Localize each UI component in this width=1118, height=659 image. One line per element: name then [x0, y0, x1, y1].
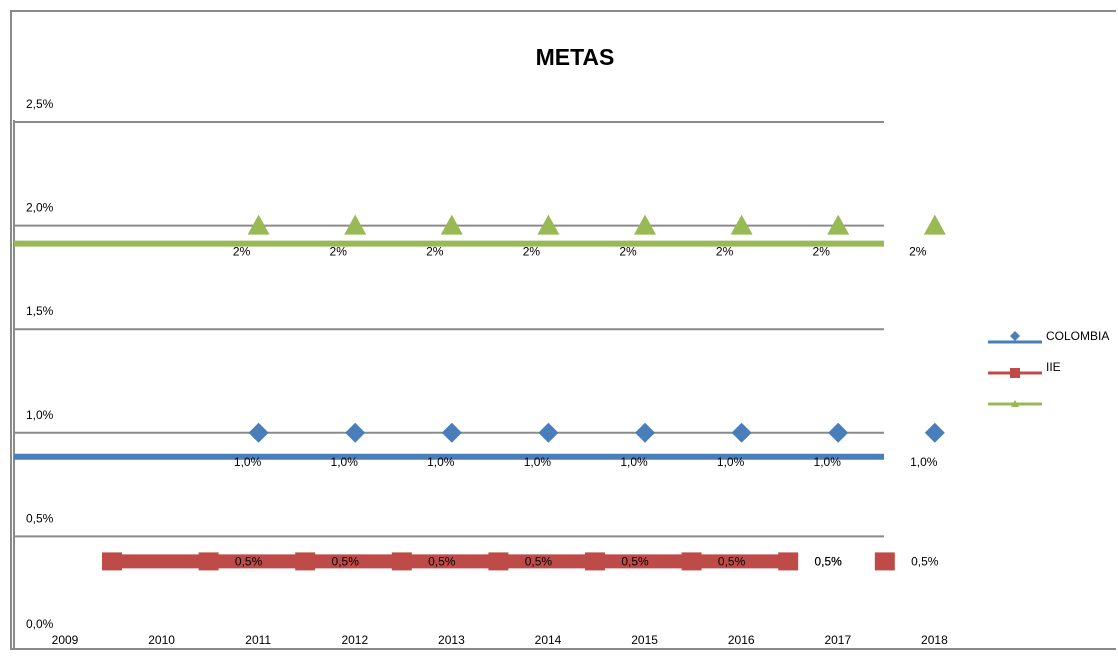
series-marker-colombia: [345, 422, 366, 443]
data-label-iie: 0,5%: [235, 554, 263, 568]
series-marker-iie: [874, 552, 895, 571]
data-label-target: 2%: [813, 245, 831, 259]
data-label-target: 2%: [716, 245, 734, 259]
series-marker-target: [923, 214, 946, 235]
y-tick-label: 1,5%: [26, 304, 54, 318]
data-label-target: 2%: [523, 245, 541, 259]
legend-label: IIE: [1046, 360, 1061, 374]
series-marker-colombia: [731, 422, 752, 443]
x-tick-label: 2009: [52, 633, 79, 647]
x-tick-label: 2018: [921, 633, 948, 647]
x-tick-label: 2012: [341, 633, 368, 647]
x-tick-label: 2017: [824, 633, 851, 647]
series-marker-colombia: [635, 422, 655, 443]
x-tick-label: 2015: [631, 633, 658, 647]
data-label-iie: 0,5%: [911, 554, 939, 568]
data-label-target: 2%: [909, 245, 927, 259]
series-marker-colombia: [441, 422, 462, 443]
data-label-colombia: 1,0%: [814, 455, 842, 469]
data-label-colombia: 1,0%: [910, 455, 938, 469]
series-marker-colombia: [538, 422, 559, 443]
data-label-iie: 0,5%: [718, 554, 746, 568]
x-tick-label: 2013: [438, 633, 465, 647]
legend-marker-diamond: [1010, 331, 1020, 341]
series-marker-iie: [488, 552, 509, 571]
series-marker-target: [440, 214, 463, 235]
series-marker-target: [537, 214, 560, 235]
data-label-colombia: 1,0%: [524, 455, 552, 469]
data-label-colombia: 1,0%: [234, 455, 262, 469]
x-tick-label: 2016: [728, 633, 755, 647]
series-marker-colombia: [248, 422, 269, 443]
y-tick-label: 1,0%: [26, 408, 54, 422]
y-tick-label: 0,0%: [26, 617, 54, 631]
series-marker-iie: [198, 552, 219, 571]
data-label-iie: 0,5%: [815, 554, 843, 568]
series-marker-target: [634, 214, 656, 235]
data-label-colombia: 1,0%: [620, 455, 648, 469]
series-marker-colombia: [924, 422, 945, 443]
series-marker-iie: [102, 552, 122, 571]
series-marker-iie: [585, 552, 605, 571]
series-marker-colombia: [828, 422, 849, 443]
series-marker-target: [827, 214, 850, 235]
series-marker-iie: [391, 552, 412, 571]
data-label-target: 2%: [233, 245, 251, 259]
chart-title: METAS: [535, 44, 615, 70]
data-label-iie: 0,5%: [525, 554, 553, 568]
series-marker-target: [247, 214, 270, 235]
chart-frame: [10, 10, 1116, 650]
legend-marker-triangle: [1011, 400, 1019, 407]
legend-marker-square: [1010, 368, 1020, 378]
data-label-target: 2%: [330, 245, 348, 259]
data-label-iie: 0,5%: [332, 554, 360, 568]
legend-label: COLOMBIA: [1046, 329, 1109, 343]
y-tick-label: 0,5%: [26, 511, 54, 525]
data-label-iie: 0,5%: [428, 554, 456, 568]
x-tick-label: 2014: [535, 633, 562, 647]
y-tick-label: 2,5%: [26, 97, 54, 111]
data-label-target: 2%: [426, 245, 444, 259]
series-marker-target: [344, 214, 367, 235]
data-label-colombia: 1,0%: [427, 455, 455, 469]
series-marker-iie: [681, 552, 702, 571]
data-label-target: 2%: [619, 245, 637, 259]
y-tick-label: 2,0%: [26, 201, 54, 215]
x-tick-label: 2011: [245, 633, 271, 647]
data-label-iie: 0,5%: [621, 554, 649, 568]
data-label-iie-outer: 0,5%: [814, 554, 842, 568]
x-tick-label: 2010: [148, 633, 175, 647]
data-label-colombia: 1,0%: [331, 455, 359, 469]
series-marker-iie: [778, 552, 799, 571]
data-label-colombia: 1,0%: [717, 455, 745, 469]
series-marker-target: [730, 214, 753, 235]
series-marker-iie: [295, 552, 316, 571]
